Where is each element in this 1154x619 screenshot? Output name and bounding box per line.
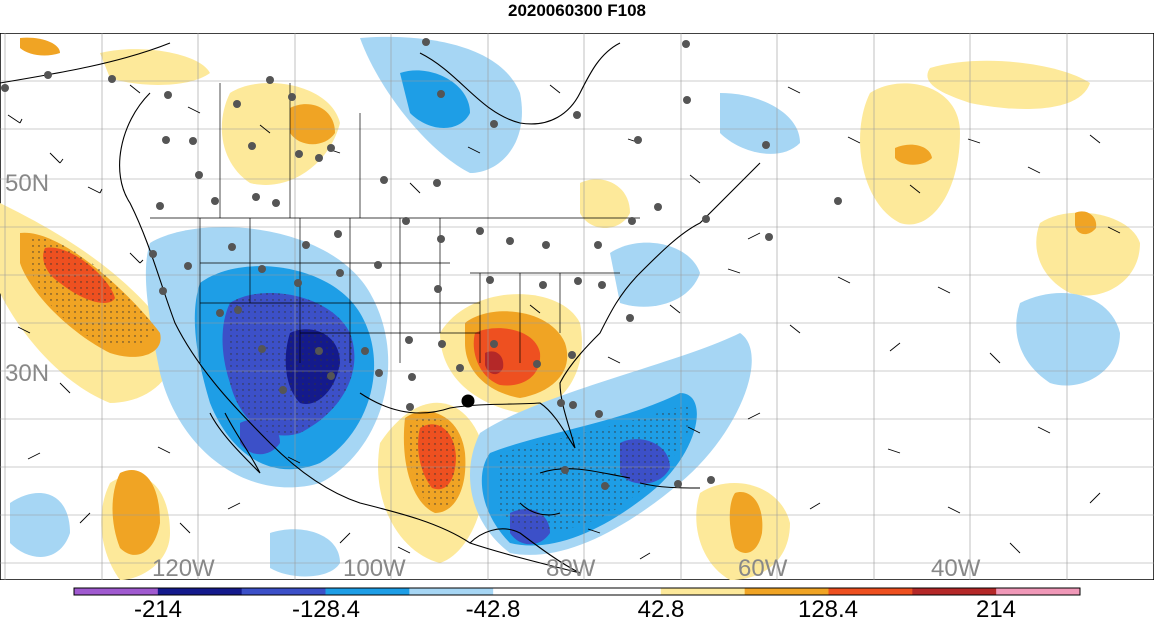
colorbar-label: 42.8 bbox=[638, 596, 685, 619]
positive-anomaly-medium bbox=[1075, 211, 1097, 235]
colorbar-swatches bbox=[74, 588, 1081, 595]
negative-anomaly-light bbox=[610, 242, 700, 307]
latitude-labels: 50N 30N bbox=[5, 170, 49, 387]
colorbar: -214 -128.4 -42.8 42.8 128.4 214 bbox=[73, 587, 1081, 619]
colorbar-swatch bbox=[409, 588, 494, 595]
weather-map: 50N 30N 120W 100W 80W 60W 40W bbox=[0, 33, 1154, 580]
colorbar-swatch bbox=[996, 588, 1081, 595]
negative-anomaly-light bbox=[720, 93, 800, 154]
colorbar-swatch bbox=[74, 588, 159, 595]
north-america-coast bbox=[0, 42, 581, 574]
significance-stipple bbox=[30, 237, 155, 348]
colorbar-label: -214 bbox=[134, 596, 182, 619]
hudson-coast bbox=[419, 42, 621, 125]
colorbar-label: 128.4 bbox=[798, 596, 858, 619]
colorbar-swatch bbox=[912, 588, 997, 595]
wind-barbs bbox=[7, 84, 1121, 560]
lon-label-40w: 40W bbox=[931, 555, 981, 580]
colorbar-swatch bbox=[157, 588, 243, 595]
colorbar-swatch bbox=[325, 588, 410, 595]
colorbar-swatch bbox=[493, 588, 578, 595]
negative-anomaly-medium bbox=[400, 70, 470, 128]
colorbar-frame bbox=[73, 587, 1081, 596]
colorbar-label: 214 bbox=[976, 596, 1016, 619]
negative-anomaly-light bbox=[270, 529, 340, 577]
positive-anomaly-extreme bbox=[485, 351, 504, 375]
central-america-coast bbox=[469, 528, 581, 574]
significance-stipple bbox=[500, 403, 692, 532]
positive-anomaly-medium bbox=[20, 37, 60, 56]
baja-california bbox=[209, 412, 261, 474]
lon-label-100w: 100W bbox=[343, 555, 406, 580]
colorbar-swatch bbox=[828, 588, 913, 595]
lat-label-50n: 50N bbox=[5, 170, 49, 197]
significance-stipple bbox=[408, 417, 463, 510]
station-markers bbox=[1, 38, 842, 490]
lon-label-120w: 120W bbox=[152, 555, 215, 580]
positive-anomaly-medium bbox=[290, 104, 335, 145]
lon-label-80w: 80W bbox=[546, 555, 596, 580]
longitude-labels: 120W 100W 80W 60W 40W bbox=[152, 555, 981, 580]
positive-anomaly-light bbox=[927, 60, 1090, 109]
colorbar-label: -42.8 bbox=[466, 596, 521, 619]
figure-title: 2020060300 F108 bbox=[507, 1, 647, 20]
center-marker bbox=[461, 394, 475, 408]
colorbar-swatch bbox=[241, 588, 326, 595]
positive-anomaly-light bbox=[580, 179, 630, 228]
colorbar-swatch bbox=[577, 588, 662, 595]
colorbar-swatch bbox=[660, 588, 746, 595]
positive-anomaly-light bbox=[100, 49, 210, 85]
positive-anomaly-medium bbox=[729, 492, 763, 553]
graticule bbox=[0, 33, 1154, 580]
positive-anomaly-medium bbox=[112, 470, 160, 555]
colorbar-swatch bbox=[744, 588, 829, 595]
lon-label-60w: 60W bbox=[738, 555, 788, 580]
caribbean-islands bbox=[519, 468, 701, 516]
significance-stipple bbox=[230, 293, 355, 436]
lat-label-30n: 30N bbox=[5, 360, 49, 387]
positive-anomaly-medium bbox=[895, 144, 932, 165]
negative-anomaly-light bbox=[10, 493, 70, 557]
colorbar-label: -128.4 bbox=[292, 596, 360, 619]
negative-anomaly-light bbox=[1016, 293, 1120, 386]
coastlines bbox=[0, 42, 761, 574]
